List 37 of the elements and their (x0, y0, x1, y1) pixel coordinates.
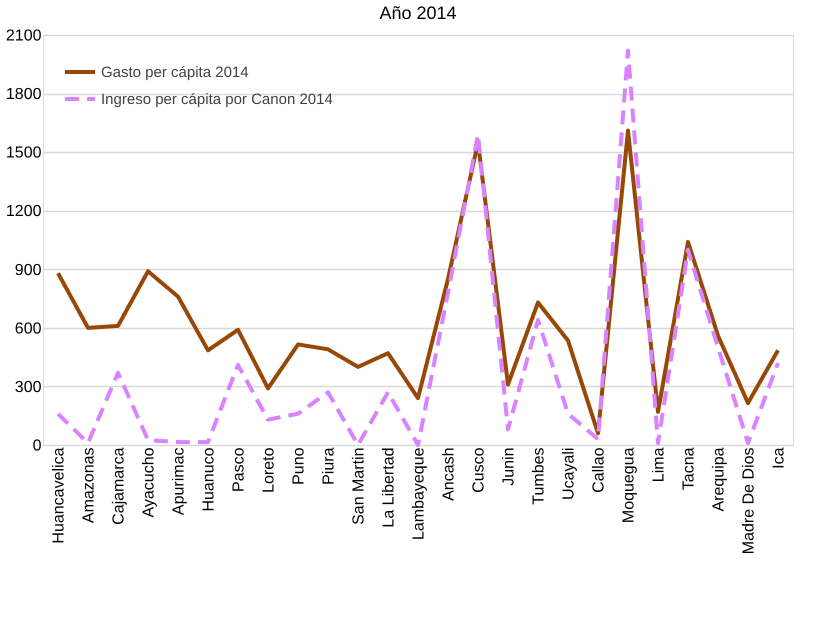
x-tick-label: Arequipa (710, 447, 728, 512)
x-tick-label: Apurimac (170, 448, 188, 516)
line-series (56, 48, 780, 447)
x-tick-label: Cusco (470, 447, 488, 493)
x-tick-label: Ucayali (560, 448, 578, 500)
x-tick-label: Moquegua (620, 447, 638, 524)
x-tick-label: Cajamarca (110, 447, 128, 525)
y-tick-label: 300 (14, 378, 42, 396)
y-tick-label: 1200 (6, 203, 42, 220)
x-tick-label: Madre De Dios (740, 448, 758, 554)
x-tick-label: Ayacucho (140, 447, 158, 518)
y-tick-label: 0 (32, 438, 42, 454)
x-tick-label: Lima (650, 447, 668, 482)
x-tick-label: Huancavelica (50, 447, 68, 544)
x-tick-label: Tacna (680, 447, 698, 490)
legend-label: Gasto per cápita 2014 (101, 64, 249, 81)
y-tick-label: 1500 (6, 144, 42, 162)
y-tick-label: 1800 (6, 86, 42, 104)
x-tick-label: Ica (770, 447, 788, 469)
chart-title: Año 2014 (379, 3, 457, 23)
x-tick-label: San Martin (350, 448, 368, 525)
x-tick-label: Ancash (440, 448, 458, 501)
x-tick-label: Tumbes (530, 448, 548, 505)
x-tick-label: Callao (590, 447, 608, 493)
x-tick-label: Pasco (230, 447, 248, 492)
x-tick-label: Piura (320, 447, 338, 485)
y-tick-label: 600 (14, 320, 42, 338)
y-tick-label: 2100 (6, 28, 42, 44)
x-tick-label: Puno (290, 447, 308, 485)
x-tick-label: Huanuco (200, 447, 218, 512)
y-tick-label: 900 (14, 262, 42, 279)
x-tick-label: Lambayeque (410, 447, 428, 540)
x-tick-label: Junin (500, 448, 518, 486)
x-tick-label: Loreto (260, 447, 278, 493)
x-tick-label: La Libertad (380, 448, 398, 528)
legend-label: Ingreso per cápita por Canon 2014 (101, 91, 333, 108)
x-tick-label: Amazonas (80, 448, 98, 524)
